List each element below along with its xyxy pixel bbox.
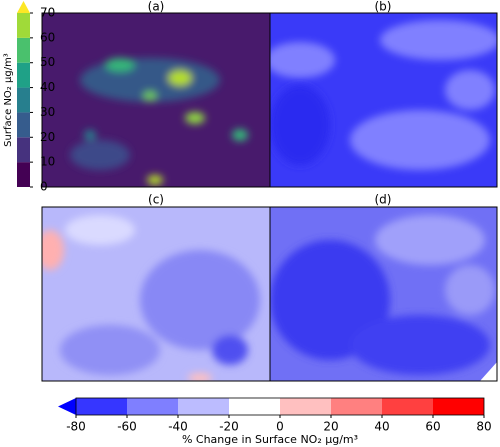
map-b <box>270 13 497 187</box>
map-a <box>42 13 270 187</box>
colorbar-segment <box>17 112 30 138</box>
colorbar-label: % Change in Surface NO₂ µg/m³ <box>182 433 358 446</box>
colorbar-segment <box>433 398 484 415</box>
panel-label: (b) <box>375 0 392 14</box>
tick-label: -40 <box>168 420 188 434</box>
tick-label: 40 <box>374 420 389 434</box>
colorbar-segment <box>280 398 331 415</box>
colorbar-segment <box>17 37 30 63</box>
colorbar-segment <box>17 62 30 88</box>
tick-label: 0 <box>276 420 284 434</box>
colorbar-segment <box>229 398 280 415</box>
tick-label: 10 <box>40 155 55 169</box>
tick-label: 0 <box>40 180 48 194</box>
tick-label: 80 <box>476 420 491 434</box>
map-d <box>270 207 497 381</box>
colorbar-segment <box>17 137 30 163</box>
tick-label: 40 <box>40 80 55 94</box>
colorbar-label: Surface NO₂ µg/m³ <box>3 53 14 147</box>
panel-label: (c) <box>148 193 164 207</box>
colorbar-segment <box>127 398 178 415</box>
tick-label: -60 <box>117 420 137 434</box>
colorbar-extend <box>17 1 30 13</box>
tick-label: 30 <box>40 105 55 119</box>
tick-label: 50 <box>40 55 55 69</box>
colorbar-extend <box>58 398 76 415</box>
colorbar-segment <box>178 398 229 415</box>
tick-label: 20 <box>323 420 338 434</box>
tick-label: 60 <box>425 420 440 434</box>
panel-label: (d) <box>375 193 392 207</box>
tick-label: -80 <box>66 420 86 434</box>
colorbar-segment <box>17 162 30 187</box>
colorbar-segment <box>382 398 433 415</box>
tick-label: -20 <box>219 420 239 434</box>
tick-label: 20 <box>40 130 55 144</box>
colorbar-segment <box>76 398 127 415</box>
map-c <box>42 207 270 381</box>
colorbar-segment <box>331 398 382 415</box>
tick-label: 70 <box>40 6 55 20</box>
panel-label: (a) <box>148 0 165 14</box>
colorbar-segment <box>17 87 30 113</box>
tick-label: 60 <box>40 30 55 44</box>
panel-frames <box>41 12 498 382</box>
colorbar-segment <box>17 13 30 38</box>
